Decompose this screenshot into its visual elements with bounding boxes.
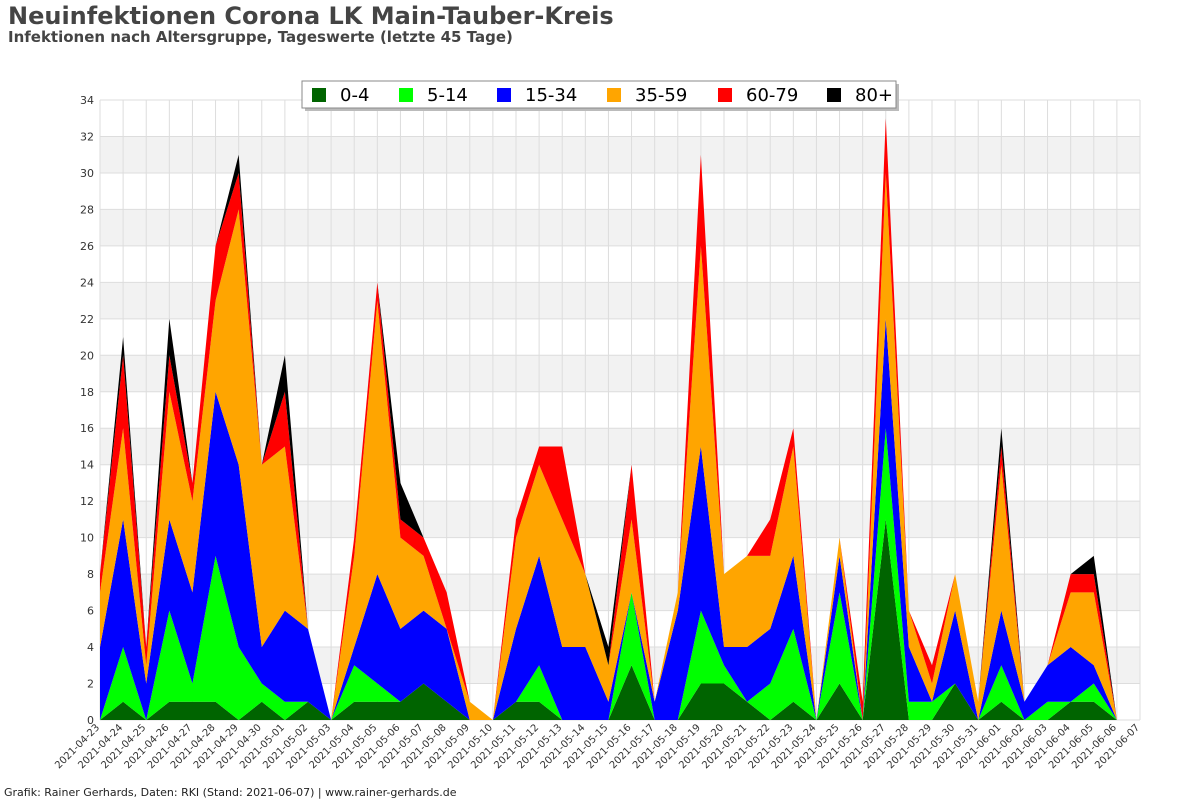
- area-series-0-4: [100, 519, 1140, 720]
- y-tick-label: 8: [87, 568, 94, 581]
- area-series-5-14: [100, 428, 1140, 720]
- legend-label-15-34: 15-34: [525, 85, 577, 106]
- legend-label-60-79: 60-79: [746, 85, 798, 106]
- y-tick-label: 32: [80, 130, 94, 143]
- legend-swatch-5-14: [399, 88, 413, 102]
- y-tick-label: 24: [80, 276, 94, 289]
- legend-label-80+: 80+: [855, 85, 893, 106]
- legend-swatch-60-79: [718, 88, 732, 102]
- chart-title: Neuinfektionen Corona LK Main-Tauber-Kre…: [8, 2, 614, 30]
- chart-subtitle: Infektionen nach Altersgruppe, Tageswert…: [8, 28, 513, 46]
- y-tick-label: 0: [87, 714, 94, 727]
- legend-label-5-14: 5-14: [427, 85, 468, 106]
- area-series-35-59: [100, 172, 1140, 720]
- legend-label-35-59: 35-59: [635, 85, 687, 106]
- y-tick-label: 4: [87, 641, 94, 654]
- y-tick-label: 30: [80, 167, 94, 180]
- legend-box: [301, 80, 897, 109]
- y-tick-label: 10: [80, 532, 94, 545]
- y-tick-label: 14: [80, 459, 94, 472]
- y-tick-label: 12: [80, 495, 94, 508]
- grid-band: [100, 282, 1140, 319]
- legend-swatch-15-34: [497, 88, 511, 102]
- legend-swatch-35-59: [607, 88, 621, 102]
- grid-band: [100, 355, 1140, 392]
- y-tick-label: 6: [87, 605, 94, 618]
- y-tick-label: 20: [80, 349, 94, 362]
- legend-swatch-80+: [827, 88, 841, 102]
- grid-band: [100, 209, 1140, 246]
- y-tick-label: 28: [80, 203, 94, 216]
- legend-label-0-4: 0-4: [340, 85, 369, 106]
- area-series-60-79: [100, 118, 1140, 721]
- y-tick-label: 22: [80, 313, 94, 326]
- y-tick-label: 18: [80, 386, 94, 399]
- source-footer: Grafik: Rainer Gerhards, Daten: RKI (Sta…: [4, 786, 457, 799]
- y-tick-label: 2: [87, 678, 94, 691]
- y-tick-label: 26: [80, 240, 94, 253]
- grid-band: [100, 136, 1140, 173]
- y-tick-label: 34: [80, 94, 94, 107]
- legend-swatch-0-4: [312, 88, 326, 102]
- y-tick-label: 16: [80, 422, 94, 435]
